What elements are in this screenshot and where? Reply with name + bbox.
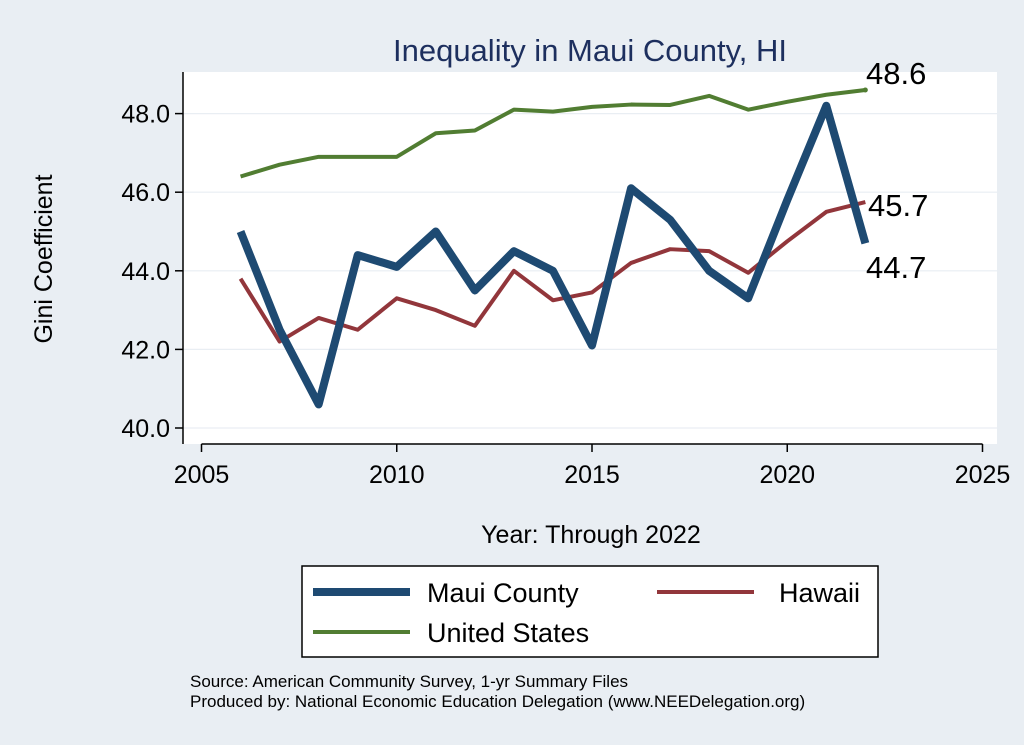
legend-box <box>301 565 879 658</box>
x-tick-label: 2015 <box>564 461 620 489</box>
end-labels-layer: 48.6 45.7 44.7 <box>866 56 928 285</box>
us-end-marker <box>862 87 868 93</box>
source-line-2: Produced by: National Economic Education… <box>190 692 805 711</box>
legend-label-maui-county: Maui County <box>427 578 579 608</box>
chart-title: Inequality in Maui County, HI <box>393 33 787 68</box>
x-tick-label: 2010 <box>369 461 425 489</box>
legend-label-united-states: United States <box>427 618 589 648</box>
source-line-1: Source: American Community Survey, 1-yr … <box>190 672 628 691</box>
y-tick-label: 48.0 <box>121 101 170 129</box>
grid-layer <box>183 112 997 429</box>
end-label-maui-county: 44.7 <box>866 250 926 285</box>
x-tick-label: 2020 <box>759 461 815 489</box>
y-tick-label: 46.0 <box>121 179 170 207</box>
plot-area <box>183 72 997 444</box>
y-tick-label: 44.0 <box>121 258 170 286</box>
end-label-united-states: 48.6 <box>866 56 926 91</box>
y-tick-label: 40.0 <box>121 415 170 443</box>
ticks-layer: 40.0 42.0 44.0 46.0 48.0 2005 2010 2015 2020 2025 <box>121 101 1010 489</box>
series-layer <box>236 87 870 409</box>
y-tick-label: 42.0 <box>121 336 170 364</box>
legend-entries: Maui County Hawaii United States <box>313 578 860 648</box>
series-line-maui-county <box>236 101 870 409</box>
x-axis-label: Year: Through 2022 <box>481 521 701 549</box>
legend: Maui County Hawaii United States <box>301 565 879 658</box>
x-tick-label: 2025 <box>955 461 1011 489</box>
series-line-united-states <box>239 88 866 179</box>
legend-label-hawaii: Hawaii <box>779 578 860 608</box>
x-tick-label: 2005 <box>174 461 230 489</box>
source-note: Source: American Community Survey, 1-yr … <box>190 672 805 711</box>
y-axis-label: Gini Coefficient <box>30 174 58 343</box>
end-label-hawaii: 45.7 <box>868 188 928 223</box>
